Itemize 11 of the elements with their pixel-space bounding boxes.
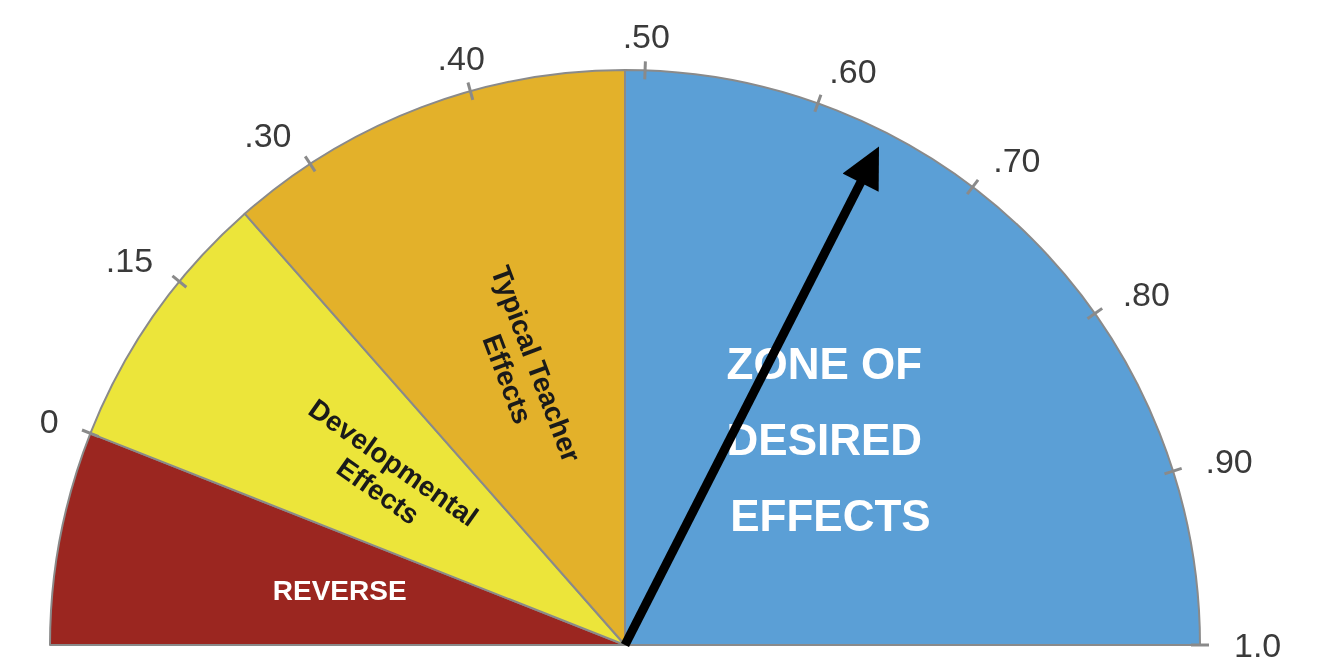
text: 1.0 (1234, 626, 1282, 657)
text: .70 (993, 140, 1041, 179)
text: .40 (437, 39, 485, 78)
text: .50 (622, 17, 670, 56)
text: .60 (829, 52, 877, 91)
slice-label: REVERSE (272, 575, 407, 607)
text: .90 (1205, 441, 1253, 480)
text: 0 (39, 401, 59, 440)
text: .80 (1122, 274, 1170, 313)
text: .15 (105, 241, 154, 280)
text: .30 (244, 116, 292, 155)
